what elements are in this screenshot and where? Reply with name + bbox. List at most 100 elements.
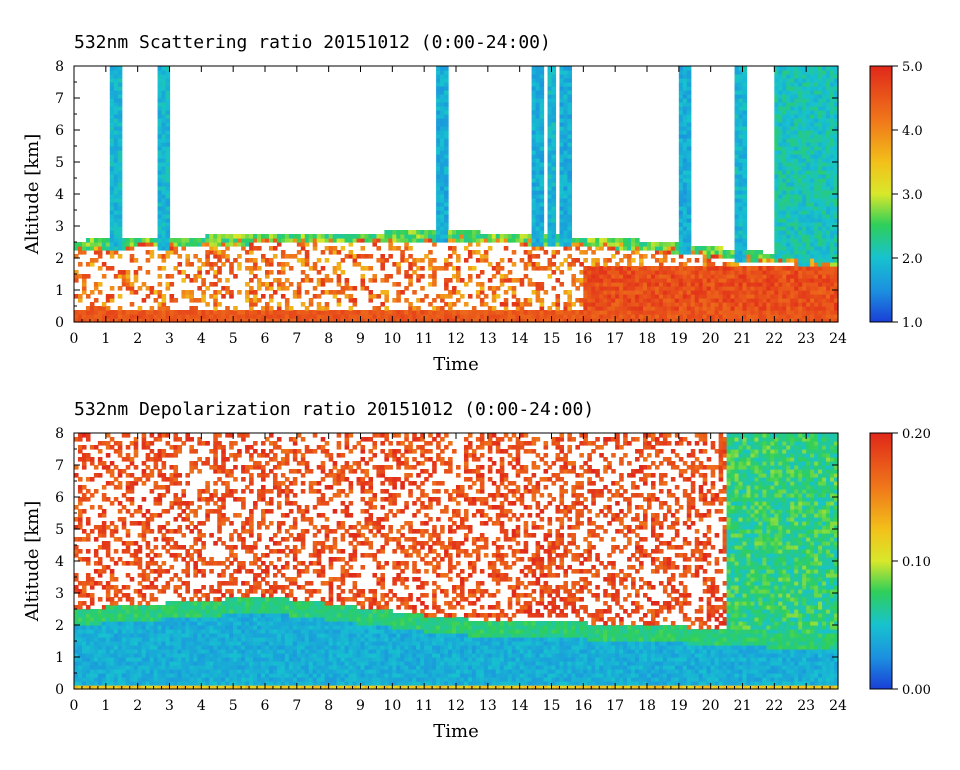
heatmap-cell xyxy=(109,461,115,466)
heatmap-cell xyxy=(113,230,119,235)
heatmap-cell xyxy=(261,254,266,259)
heatmap-cell xyxy=(213,246,218,251)
heatmap-cell xyxy=(85,314,91,319)
heatmap-cell xyxy=(77,489,83,494)
heatmap-cell xyxy=(830,78,835,83)
heatmap-cell xyxy=(109,521,115,526)
heatmap-cell xyxy=(109,150,115,155)
heatmap-cell xyxy=(810,278,815,283)
heatmap-cell xyxy=(535,174,541,179)
heatmap-cell xyxy=(133,270,139,275)
heatmap-cell xyxy=(81,633,87,638)
heatmap-cell xyxy=(229,314,234,319)
heatmap-cell xyxy=(631,246,636,251)
heatmap-cell xyxy=(790,242,795,247)
heatmap-cell xyxy=(125,597,131,602)
heatmap-cell xyxy=(802,286,807,291)
heatmap-cell xyxy=(213,250,218,255)
heatmap-cell xyxy=(814,138,819,143)
heatmap-cell xyxy=(77,294,83,299)
heatmap-cell xyxy=(742,230,748,235)
heatmap-cell xyxy=(830,134,835,139)
heatmap-cell xyxy=(750,290,756,295)
heatmap-cell xyxy=(117,306,123,311)
heatmap-cell xyxy=(380,310,385,315)
heatmap-cell xyxy=(165,178,171,183)
heatmap-cell xyxy=(463,310,469,315)
heatmap-cell xyxy=(563,138,569,143)
heatmap-cell xyxy=(599,290,604,295)
heatmap-cell xyxy=(826,66,831,71)
heatmap-cell xyxy=(810,82,815,87)
heatmap-cell xyxy=(93,625,99,630)
heatmap-cell xyxy=(678,158,684,163)
heatmap-cell xyxy=(535,114,541,119)
heatmap-cell xyxy=(181,242,187,247)
heatmap-cell xyxy=(778,190,783,195)
heatmap-cell xyxy=(535,202,541,207)
heatmap-cell xyxy=(806,186,811,191)
heatmap-cell xyxy=(543,234,549,239)
heatmap-cell xyxy=(650,314,656,319)
heatmap-cell xyxy=(718,290,724,295)
heatmap-cell xyxy=(547,142,553,147)
heatmap-cell xyxy=(165,150,171,155)
heatmap-cell xyxy=(109,669,115,674)
heatmap-cell xyxy=(388,318,393,323)
heatmap-cell xyxy=(479,254,485,259)
heatmap-cell xyxy=(276,314,282,319)
heatmap-cell xyxy=(531,242,537,247)
heatmap-cell xyxy=(806,162,811,167)
heatmap-cell xyxy=(734,66,740,71)
heatmap-cell xyxy=(276,238,282,243)
heatmap-cell xyxy=(559,66,565,71)
heatmap-cell xyxy=(834,130,839,135)
heatmap-cell xyxy=(109,86,115,91)
x-tick-label: 18 xyxy=(638,331,656,347)
heatmap-cell xyxy=(650,274,656,279)
heatmap-cell xyxy=(85,641,91,646)
heatmap-cell xyxy=(113,142,119,147)
heatmap-cell xyxy=(117,481,123,486)
heatmap-cell xyxy=(650,294,656,299)
heatmap-cell xyxy=(471,238,477,243)
heatmap-cell xyxy=(117,210,123,215)
heatmap-cell xyxy=(440,110,445,115)
heatmap-cell xyxy=(706,262,712,267)
heatmap-cell xyxy=(778,142,783,147)
heatmap-cell xyxy=(706,246,712,251)
heatmap-cell xyxy=(706,310,712,315)
heatmap-cell xyxy=(189,294,194,299)
heatmap-cell xyxy=(738,230,744,235)
heatmap-cell xyxy=(261,310,266,315)
heatmap-cell xyxy=(654,310,660,315)
heatmap-cell xyxy=(117,182,123,187)
heatmap-cell xyxy=(396,298,401,303)
heatmap-cell xyxy=(603,238,608,243)
heatmap-cell xyxy=(782,306,787,311)
heatmap-cell xyxy=(511,234,517,239)
heatmap-cell xyxy=(635,302,640,307)
heatmap-cell xyxy=(376,234,381,239)
heatmap-cell xyxy=(599,282,604,287)
heatmap-cell xyxy=(734,174,740,179)
heatmap-cell xyxy=(794,234,799,239)
heatmap-cell xyxy=(141,242,147,247)
heatmap-cell xyxy=(726,298,732,303)
heatmap-cell xyxy=(97,677,103,682)
heatmap-cell xyxy=(436,230,441,235)
heatmap-cell xyxy=(85,661,91,666)
heatmap-cell xyxy=(567,98,572,103)
heatmap-cell xyxy=(189,314,194,319)
heatmap-cell xyxy=(320,318,326,323)
heatmap-cell xyxy=(706,294,712,299)
heatmap-cell xyxy=(830,90,835,95)
heatmap-cell xyxy=(595,266,600,271)
heatmap-cell xyxy=(113,621,119,626)
heatmap-cell xyxy=(790,210,795,215)
heatmap-cell xyxy=(770,310,775,315)
heatmap-cell xyxy=(682,102,688,107)
heatmap-cell xyxy=(444,170,449,175)
heatmap-cell xyxy=(790,258,795,263)
heatmap-cell xyxy=(798,122,803,127)
